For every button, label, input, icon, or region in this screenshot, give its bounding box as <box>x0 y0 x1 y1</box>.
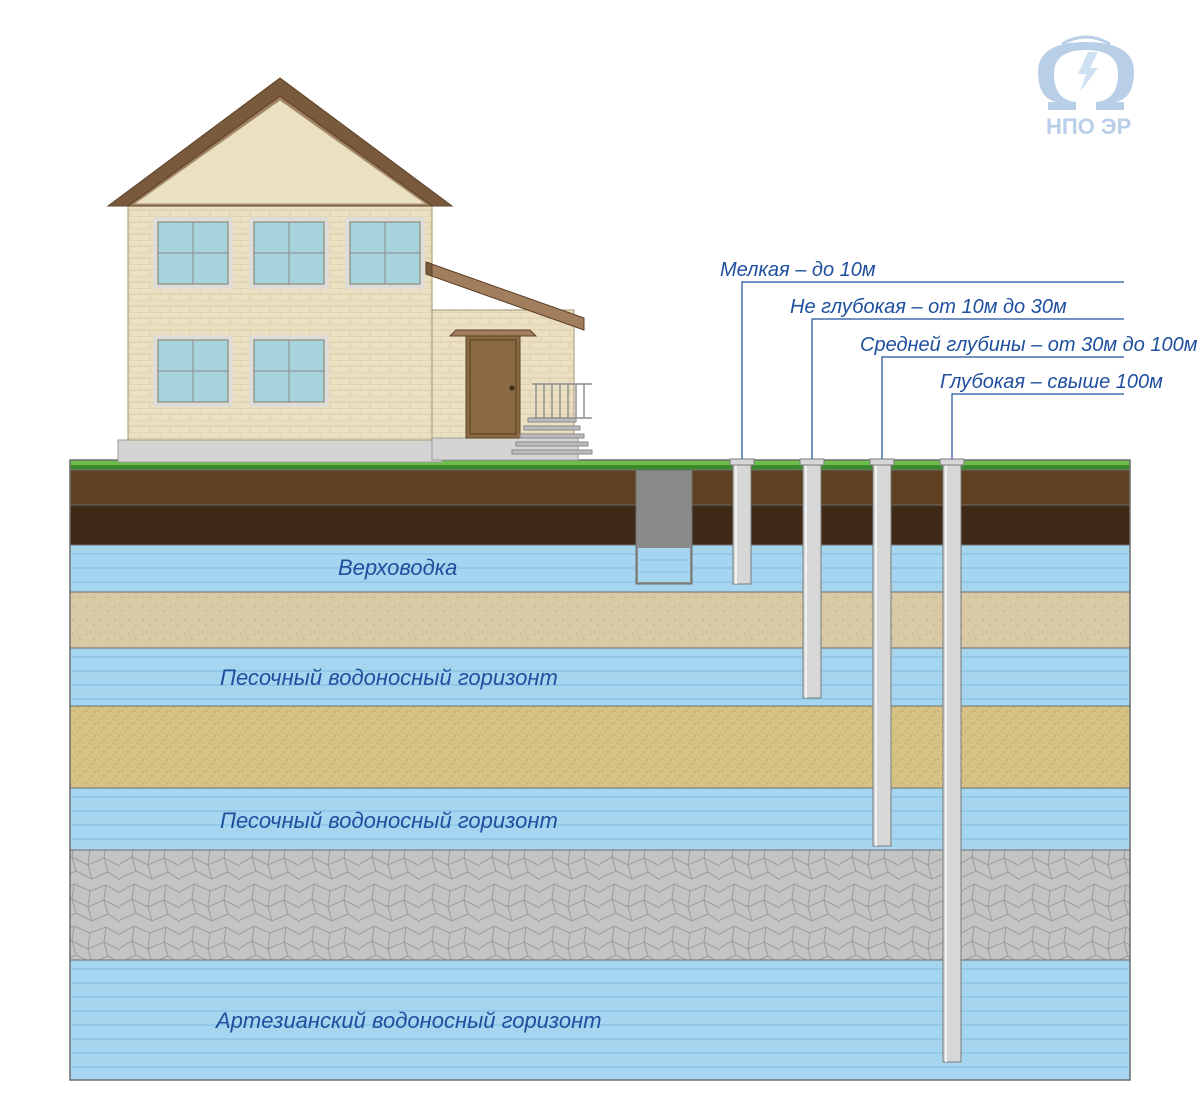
layer-label-sand_aquifer_1: Песочный водоносный горизонт <box>220 665 558 690</box>
logo: НПО ЭР <box>1038 37 1134 139</box>
layer-rock <box>70 850 1130 960</box>
logo-text: НПО ЭР <box>1046 114 1131 139</box>
diagram-root: Верховодка Песочный водоносный горизонт Пе… <box>0 0 1200 1113</box>
well-label-shallow: Мелкая – до 10м <box>720 259 876 281</box>
layer-sand_a <box>70 592 1130 648</box>
layer-subsoil <box>70 505 1130 545</box>
layer-topsoil <box>70 470 1130 505</box>
well-label-medium: Не глубокая – от 10м до 30м <box>790 296 1067 318</box>
well-label-deep: Средней глубины – от 30м до 100м <box>860 334 1198 356</box>
house <box>108 78 592 462</box>
dug-well <box>636 470 692 584</box>
diagram-svg: Верховодка Песочный водоносный горизонт Пе… <box>0 0 1200 1113</box>
ground-layers: Верховодка Песочный водоносный горизонт Пе… <box>70 460 1130 1080</box>
layer-label-artesian: Артезианский водоносный горизонт <box>214 1008 602 1033</box>
layer-label-perched_water: Верховодка <box>338 555 457 580</box>
layer-label-sand_aquifer_2: Песочный водоносный горизонт <box>220 808 558 833</box>
layer-sand_b <box>70 706 1130 788</box>
well-label-verydeep: Глубокая – свыше 100м <box>940 371 1163 393</box>
